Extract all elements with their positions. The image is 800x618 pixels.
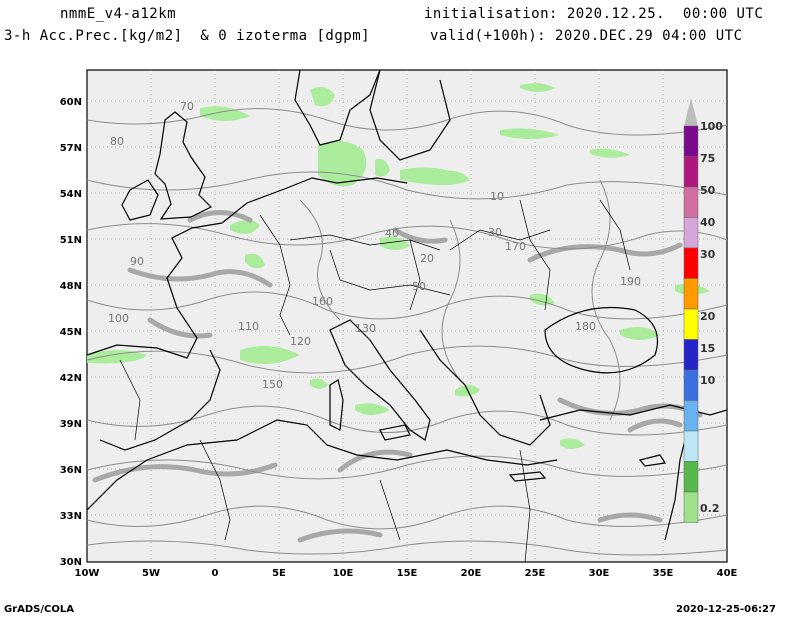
- colorbar-swatch: [683, 339, 699, 371]
- colorbar-labels: 100 75 50 40 30 20 15 10 0.2: [700, 120, 723, 515]
- contour-bands: [92, 210, 703, 543]
- lat-tick: 48N: [60, 281, 82, 292]
- field-title: 3-h Acc.Prec.[kg/m2] & 0 izoterma [dgpm]: [4, 28, 371, 44]
- colorbar-swatch: [683, 217, 699, 249]
- contour-label: 160: [312, 295, 333, 308]
- lon-tick: 40E: [717, 568, 738, 579]
- lat-tick: 39N: [60, 419, 82, 430]
- colorbar-swatch: [683, 186, 699, 218]
- lat-tick: 42N: [60, 373, 82, 384]
- colorbar-swatch: [683, 308, 699, 340]
- lon-axis: 10W 5W 0 5E 10E 15E 20E 25E 30E 35E 40E: [75, 568, 738, 579]
- contour-label: 180: [575, 320, 596, 333]
- contour-label: 80: [110, 135, 124, 148]
- colorbar: [683, 98, 699, 523]
- colorbar-label: 40: [700, 216, 716, 229]
- lat-tick: 33N: [60, 511, 82, 522]
- lat-tick: 54N: [60, 189, 82, 200]
- colorbar-label: 100: [700, 120, 723, 133]
- contour-label: 150: [262, 378, 283, 391]
- colorbar-label: 75: [700, 152, 715, 165]
- contour-label: 70: [180, 100, 194, 113]
- lon-tick: 10W: [75, 568, 100, 579]
- colorbar-swatch: [683, 278, 699, 310]
- lon-tick: 10E: [333, 568, 354, 579]
- coastlines: [86, 69, 728, 541]
- lon-tick: 5E: [272, 568, 286, 579]
- colorbar-label: 15: [700, 342, 715, 355]
- lon-tick: 25E: [525, 568, 546, 579]
- contour-label: 20: [420, 252, 434, 265]
- colorbar-swatch: [683, 125, 699, 157]
- contour-labels: 70 80 90 100 110 120 130 150 160 170 180 190 10 20 30 4…: [108, 100, 641, 391]
- colorbar-label: 30: [700, 248, 716, 261]
- colorbar-swatch: [683, 369, 699, 401]
- valid-time: valid(+100h): 2020.DEC.29 04:00 UTC: [430, 28, 743, 44]
- colorbar-swatch: [683, 400, 699, 432]
- contour-label: 30: [488, 226, 502, 239]
- lat-axis: 60N 57N 54N 51N 48N 45N 42N 39N 36N 33N …: [60, 97, 82, 568]
- contour-label: 100: [108, 312, 129, 325]
- lon-tick: 35E: [653, 568, 674, 579]
- country-borders: [119, 199, 631, 563]
- lon-tick: 5W: [142, 568, 160, 579]
- contour-label: 130: [355, 322, 376, 335]
- colorbar-swatch: [683, 491, 699, 523]
- lat-tick: 60N: [60, 97, 82, 108]
- footer-right: 2020-12-25-06:27: [676, 604, 776, 615]
- colorbar-label: 50: [700, 184, 716, 197]
- contour-label: 170: [505, 240, 526, 253]
- lon-tick: 30E: [589, 568, 610, 579]
- precip-shading: [87, 83, 710, 449]
- contour-label: 120: [290, 335, 311, 348]
- lat-tick: 30N: [60, 557, 82, 568]
- footer-left: GrADS/COLA: [4, 604, 74, 615]
- lat-tick: 36N: [60, 465, 82, 476]
- contour-label: 40: [385, 227, 399, 240]
- colorbar-swatch: [683, 461, 699, 493]
- colorbar-swatch: [683, 156, 699, 188]
- colorbar-label: 20: [700, 310, 716, 323]
- model-title: nmmE_v4-a12km: [60, 6, 177, 22]
- colorbar-label: 0.2: [700, 502, 720, 515]
- lon-tick: 0: [212, 568, 219, 579]
- contour-label: 50: [412, 280, 426, 293]
- colorbar-swatch: [683, 430, 699, 462]
- lat-tick: 57N: [60, 143, 82, 154]
- grid-lines: [87, 70, 727, 562]
- lat-tick: 45N: [60, 327, 82, 338]
- lat-tick: 51N: [60, 235, 82, 246]
- colorbar-swatch: [683, 247, 699, 279]
- colorbar-arrow: [684, 98, 698, 126]
- contour-label: 90: [130, 255, 144, 268]
- contour-lines: [86, 108, 728, 556]
- lon-tick: 15E: [397, 568, 418, 579]
- colorbar-label: 10: [700, 374, 716, 387]
- init-time: initialisation: 2020.12.25. 00:00 UTC: [424, 6, 764, 22]
- contour-label: 110: [238, 320, 259, 333]
- lon-tick: 20E: [461, 568, 482, 579]
- contour-label: 190: [620, 275, 641, 288]
- contour-label: 10: [490, 190, 504, 203]
